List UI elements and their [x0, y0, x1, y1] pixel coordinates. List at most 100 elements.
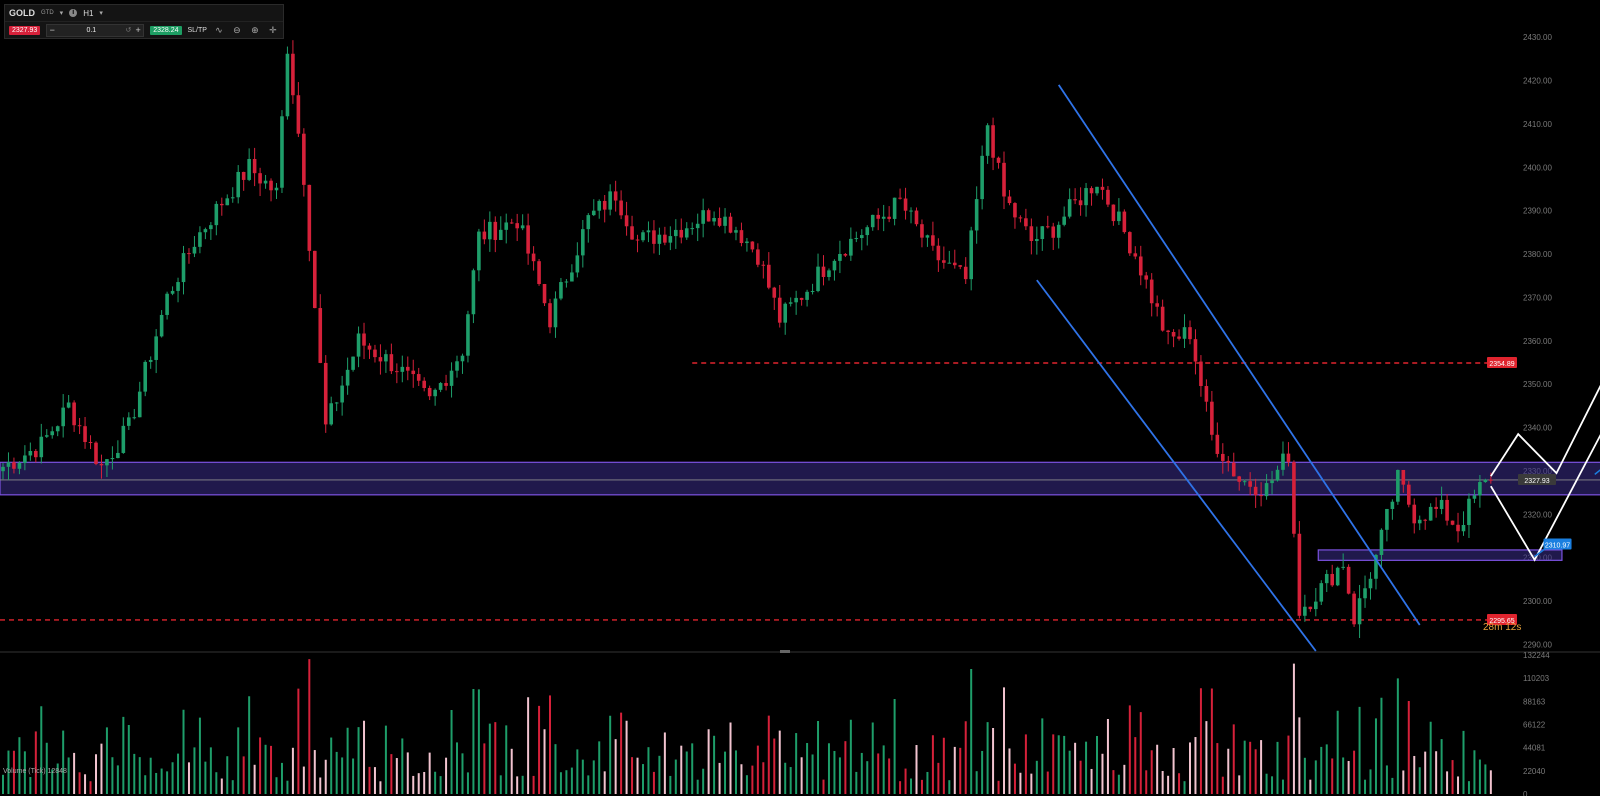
candle-body [1308, 606, 1313, 610]
candle-body [1045, 226, 1050, 228]
candle-body [154, 336, 158, 360]
candle-body [433, 389, 437, 397]
zone-label-connector [1534, 547, 1546, 558]
candle-body [1018, 217, 1023, 219]
quantity-increase-button[interactable]: + [135, 25, 141, 35]
candle-body [1051, 226, 1056, 238]
symbol-dropdown-icon[interactable]: ▾ [59, 10, 64, 17]
candle-body [663, 234, 667, 243]
candle-body [996, 157, 1001, 163]
symbol-subtitle: GTD [41, 10, 54, 16]
info-icon[interactable]: i [69, 9, 78, 17]
candle-body [367, 345, 372, 350]
candle-body [586, 215, 591, 230]
zoom-out-icon[interactable]: ⊖ [233, 24, 241, 35]
sell-button[interactable]: 2327.93 [9, 25, 41, 35]
candle-body [1029, 226, 1034, 242]
candle-body [1352, 593, 1356, 625]
candle-body [892, 197, 897, 219]
buy-button[interactable]: 2328.24 [150, 25, 182, 35]
support-price-label-text: 2295.65 [1489, 618, 1514, 625]
candle-body [209, 225, 213, 230]
symbol-name[interactable]: GOLD [9, 8, 35, 18]
candle-body [1253, 486, 1258, 496]
candle-body [263, 180, 268, 184]
zoom-in-icon[interactable]: ⊕ [251, 24, 259, 35]
candle-body [701, 210, 705, 224]
candle-body [1111, 204, 1116, 222]
sltp-button[interactable]: SL/TP [187, 26, 207, 34]
candle-body [203, 229, 208, 233]
candle-body [17, 462, 22, 469]
candle-body [591, 210, 596, 216]
candle-body [870, 214, 875, 228]
candle-body [575, 255, 580, 273]
line-chart-icon[interactable]: ∿ [215, 24, 223, 35]
candle-body [1040, 226, 1045, 240]
resistance-price-label: 2354.89 [1487, 357, 1517, 369]
candle-body [1478, 482, 1482, 496]
volume-group [2, 659, 1492, 794]
quantity-input[interactable]: 0.1 [86, 26, 97, 34]
candle-body [466, 314, 470, 356]
candle-body [241, 171, 246, 180]
quantity-reset-icon[interactable]: ↺ [125, 27, 132, 34]
candle-body [805, 291, 809, 300]
candle-body [980, 155, 984, 200]
candle-body [1199, 361, 1203, 387]
candle-body [865, 227, 870, 236]
candle-body [34, 451, 38, 458]
candle-body [1128, 232, 1132, 254]
candle-body [1363, 588, 1367, 599]
candle-body [225, 198, 230, 206]
candle-body [1472, 495, 1477, 499]
candle-body [1226, 460, 1231, 463]
candle-body [1406, 484, 1411, 505]
resistance-price-label-bg [1487, 357, 1517, 369]
candle-body [1188, 327, 1192, 340]
timeframe-selector[interactable]: H1 [83, 8, 94, 18]
candle-body [405, 366, 410, 371]
candle-body [493, 221, 498, 240]
candle-body [1078, 200, 1083, 206]
candle-body [931, 235, 935, 246]
candle-body [728, 216, 733, 233]
candle-body [832, 260, 837, 271]
candle-body [570, 272, 574, 282]
zone-price-label-lower: 2310.97 [1543, 538, 1572, 550]
candle-body [690, 228, 695, 230]
y-tick-label: 2370.00 [1523, 293, 1552, 302]
candle-body [668, 236, 673, 243]
quantity-decrease-button[interactable]: − [49, 25, 55, 35]
timeframe-dropdown-icon[interactable]: ▾ [99, 10, 103, 17]
candle-body [1117, 211, 1121, 222]
candle-body [72, 402, 76, 426]
candle-body [1379, 529, 1384, 555]
candle-body [1177, 336, 1181, 339]
candle-body [914, 210, 919, 225]
candle-body [280, 116, 284, 188]
candle-body [952, 262, 957, 266]
candle-body [1193, 339, 1198, 362]
zone-price-label-lower-bg [1543, 538, 1572, 550]
candle-body [269, 180, 273, 191]
volume-tick-label: 0 [1523, 790, 1528, 796]
candle-body [460, 355, 465, 362]
candle-body [170, 290, 175, 294]
candle-countdown: 28m 12s [1483, 622, 1522, 633]
candle-body [548, 303, 552, 328]
candle-body [1489, 479, 1493, 481]
volume-tick-label: 22040 [1523, 767, 1546, 776]
candle-body [1024, 218, 1028, 227]
candle-body [1319, 583, 1324, 602]
candle-body [55, 426, 60, 432]
crosshair-icon[interactable]: ✛ [269, 24, 277, 35]
candle-body [723, 216, 727, 226]
candle-body [909, 210, 913, 212]
candle-body [471, 270, 476, 315]
candle-body [422, 380, 426, 388]
candle-body [652, 230, 656, 244]
candle-body [1341, 566, 1345, 568]
candle-body [362, 333, 366, 346]
